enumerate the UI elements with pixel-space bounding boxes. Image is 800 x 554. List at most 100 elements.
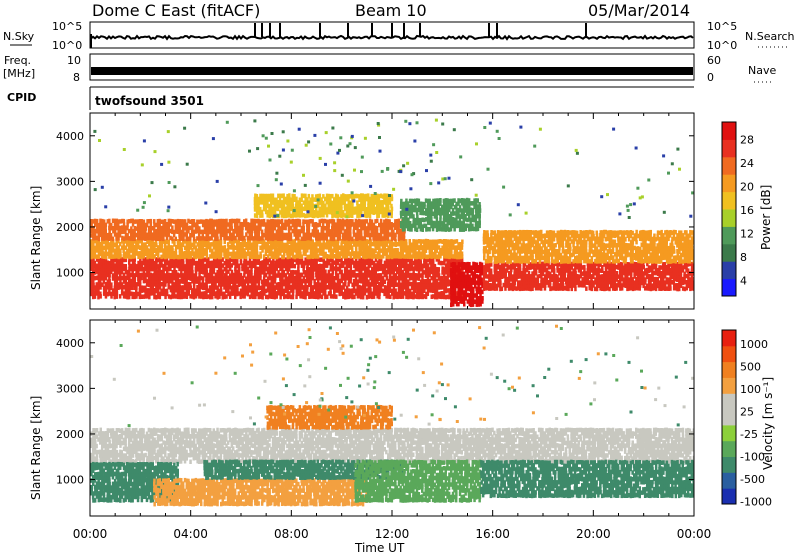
heatmap-cell xyxy=(452,274,455,279)
heatmap-cell xyxy=(412,294,415,300)
heatmap-cell xyxy=(302,263,306,269)
heatmap-cell xyxy=(139,276,142,281)
heatmap-cell xyxy=(180,269,183,274)
heatmap-cell xyxy=(319,248,322,253)
heatmap-cell xyxy=(444,239,448,244)
heatmap-cell xyxy=(417,263,421,269)
heatmap-cell xyxy=(358,248,361,254)
heatmap-cell xyxy=(196,219,199,224)
heatmap-cell xyxy=(225,257,228,262)
heatmap-cell xyxy=(326,245,329,250)
heatmap-cell xyxy=(365,275,368,281)
heatmap-cell xyxy=(220,251,223,256)
heatmap-cell xyxy=(453,257,457,263)
heatmap-band xyxy=(90,257,464,300)
heatmap-cell xyxy=(342,226,345,231)
heatmap-band xyxy=(449,261,484,308)
heatmap-cell xyxy=(144,222,147,228)
heatmap-cell xyxy=(235,272,239,278)
heatmap-cell xyxy=(520,271,524,276)
heatmap-cell xyxy=(210,242,214,247)
heatmap-cell xyxy=(167,284,170,290)
heatmap-cell xyxy=(309,281,313,287)
heatmap-cell xyxy=(390,270,394,275)
heatmap-cell xyxy=(95,267,99,272)
heatmap-cell xyxy=(329,238,333,244)
heatmap-cell xyxy=(288,244,291,250)
heatmap-cell xyxy=(255,257,259,262)
heatmap-cell xyxy=(473,262,477,267)
heatmap-cell xyxy=(369,245,372,250)
heatmap-cell xyxy=(176,239,180,244)
heatmap-cell xyxy=(302,193,305,199)
heatmap-cell xyxy=(238,291,241,296)
heatmap-cell xyxy=(338,269,342,275)
heatmap-cell xyxy=(306,263,309,269)
heatmap-cell xyxy=(230,285,233,291)
heatmap-cell xyxy=(97,266,100,272)
heatmap-cell xyxy=(309,294,313,299)
heatmap-cell xyxy=(399,272,403,277)
heatmap-cell xyxy=(102,291,106,296)
heatmap-cell xyxy=(334,203,337,208)
heatmap-cell xyxy=(212,245,216,250)
heatmap-cell xyxy=(293,194,296,199)
heatmap-cell xyxy=(254,270,257,275)
heatmap-cell xyxy=(325,239,329,244)
heatmap-cell xyxy=(365,193,368,199)
heatmap-cell xyxy=(295,248,298,254)
heatmap-cell xyxy=(101,273,104,278)
heatmap-cell xyxy=(131,251,135,257)
heatmap-cell xyxy=(305,219,309,224)
heatmap-cell xyxy=(383,225,386,231)
heatmap-cell xyxy=(357,218,361,224)
heatmap-cell xyxy=(154,266,158,271)
nsky-trace xyxy=(90,23,694,48)
heatmap-cell xyxy=(260,209,264,215)
heatmap-cell xyxy=(358,276,361,281)
heatmap-cell xyxy=(462,277,466,283)
heatmap-cell xyxy=(439,254,442,259)
heatmap-cell xyxy=(99,282,102,287)
heatmap-cell xyxy=(510,267,513,273)
heatmap-cell xyxy=(270,291,273,296)
heatmap-cell xyxy=(255,269,259,274)
heatmap-cell xyxy=(298,203,302,208)
heatmap-cell xyxy=(387,213,390,219)
heatmap-cell xyxy=(131,264,134,269)
heatmap-cell xyxy=(253,228,257,234)
heatmap-cell xyxy=(108,269,111,275)
heatmap-cell xyxy=(237,229,241,234)
heatmap-cell xyxy=(270,218,273,224)
heatmap-cell xyxy=(290,272,293,278)
heatmap-cell xyxy=(455,274,459,279)
heatmap-cell xyxy=(90,281,93,287)
heatmap-cell xyxy=(165,222,169,227)
heatmap-cell xyxy=(167,278,171,284)
heatmap-cell xyxy=(194,288,197,293)
heatmap-cell xyxy=(97,257,100,262)
heatmap-cell xyxy=(410,285,414,290)
heatmap-cell xyxy=(245,285,248,290)
heatmap-cell xyxy=(287,222,291,227)
heatmap-cell xyxy=(360,222,363,228)
heatmap-cell xyxy=(441,279,444,284)
heatmap-cell xyxy=(349,245,352,250)
heatmap-cell xyxy=(340,219,343,224)
heatmap-cell xyxy=(386,222,390,227)
heatmap-cell xyxy=(417,267,421,272)
heatmap-cell xyxy=(189,266,192,272)
heatmap-cell xyxy=(355,263,358,268)
heatmap-cell xyxy=(201,232,204,237)
heatmap-cell xyxy=(311,263,314,268)
heatmap-cell xyxy=(426,242,430,247)
heatmap-cell xyxy=(214,236,217,241)
heatmap-cell xyxy=(323,207,327,212)
heatmap-cell xyxy=(356,291,360,296)
heatmap-cell xyxy=(327,242,331,247)
heatmap-cell xyxy=(313,210,316,215)
heatmap-cell xyxy=(457,267,460,273)
heatmap-cell xyxy=(191,242,194,248)
heatmap-cell xyxy=(341,218,345,223)
heatmap-cell xyxy=(372,236,375,241)
